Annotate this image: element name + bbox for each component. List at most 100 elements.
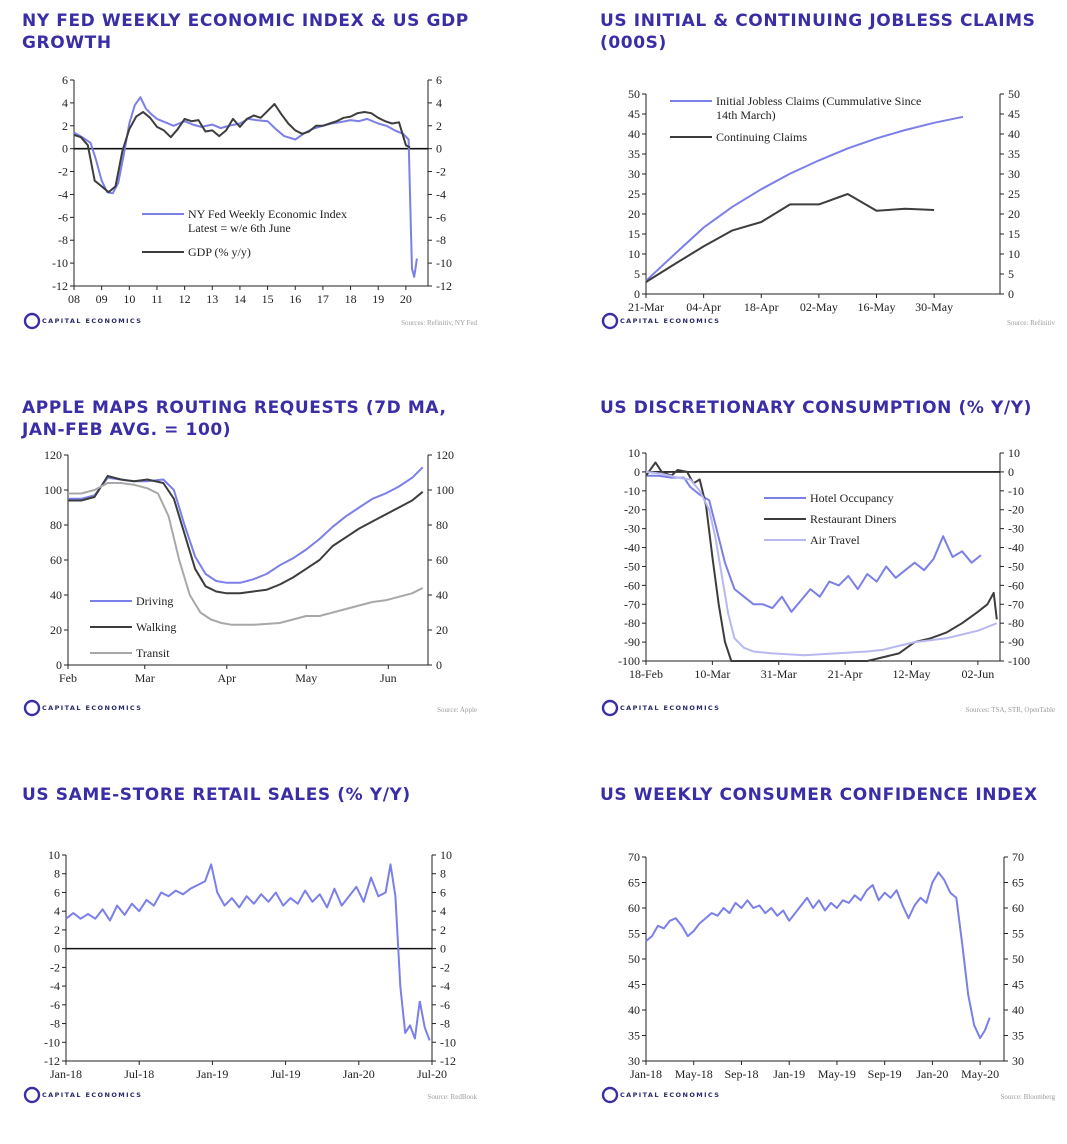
- x-tick-label: 10-Mar: [694, 667, 730, 681]
- y-tick-label: -30: [624, 522, 640, 536]
- y-tick-label-right: -10: [1008, 484, 1024, 498]
- chart-panel-jobless-claims: US INITIAL & CONTINUING JOBLESS CLAIMS (…: [600, 10, 1067, 370]
- chart-svg: 10 10 0 0 -10 -10 -20 -20 -30 -30 -40 -40 -50 -50 -60 -…: [601, 446, 1055, 717]
- source-note: Source: RedBook: [427, 1093, 477, 1101]
- y-tick-label-right: -4: [436, 187, 446, 201]
- x-tick-label: Jan-18: [50, 1067, 82, 1081]
- y-tick-label-right: 2: [440, 923, 446, 937]
- y-tick-label-right: 0: [440, 942, 446, 956]
- y-tick-label: 10: [628, 446, 640, 460]
- x-tick-label: 31-Mar: [761, 667, 797, 681]
- y-tick-label: -12: [44, 1054, 60, 1068]
- y-tick-label: 40: [628, 1003, 640, 1017]
- legend-sublabel-0: Latest = w/e 6th June: [188, 221, 291, 235]
- x-tick-label: 11: [151, 292, 163, 306]
- y-tick-label: -20: [624, 503, 640, 517]
- y-tick-label-right: 45: [1012, 978, 1024, 992]
- y-tick-label: -8: [50, 1017, 60, 1031]
- y-tick-label: 25: [628, 187, 640, 201]
- y-tick-label-right: 55: [1012, 927, 1024, 941]
- x-tick-label: Jul-19: [271, 1067, 301, 1081]
- y-tick-label-right: 4: [436, 96, 442, 110]
- x-tick-label: 09: [96, 292, 108, 306]
- y-tick-label: 4: [62, 96, 68, 110]
- y-tick-label-right: 50: [1012, 952, 1024, 966]
- legend-label-2: Transit: [136, 646, 170, 660]
- y-tick-label-right: 45: [1008, 107, 1020, 121]
- y-tick-label: 15: [628, 227, 640, 241]
- y-tick-label: 45: [628, 978, 640, 992]
- y-tick-label-right: 30: [1012, 1054, 1024, 1068]
- y-tick-label: 55: [628, 927, 640, 941]
- series-line-2: [68, 482, 424, 626]
- y-tick-label-right: -70: [1008, 597, 1024, 611]
- y-tick-label-right: -50: [1008, 559, 1024, 573]
- y-tick-label: -4: [50, 979, 60, 993]
- legend-label-0: Driving: [136, 594, 173, 608]
- y-tick-label: -10: [624, 484, 640, 498]
- y-tick-label: -6: [58, 210, 68, 224]
- x-tick-label: 18: [345, 292, 357, 306]
- y-tick-label: 20: [50, 623, 62, 637]
- y-tick-label-right: 60: [1012, 901, 1024, 915]
- y-tick-label: 6: [54, 885, 60, 899]
- y-tick-label: 0: [62, 142, 68, 156]
- logo-icon: [23, 312, 41, 330]
- y-tick-label: 4: [54, 904, 60, 918]
- y-tick-label: 10: [628, 247, 640, 261]
- y-tick-label: -6: [50, 998, 60, 1012]
- series-line-1: [418, 1000, 431, 1041]
- chart-title: US DISCRETIONARY CONSUMPTION (% Y/Y): [600, 398, 1032, 418]
- series-line-0: [65, 863, 421, 1040]
- y-tick-label-right: -100: [1008, 654, 1030, 668]
- x-tick-label: 12: [179, 292, 191, 306]
- x-tick-label: May-19: [818, 1067, 856, 1081]
- y-tick-label-right: -2: [436, 165, 446, 179]
- y-tick-label: 2: [62, 119, 68, 133]
- x-tick-label: 16-May: [858, 300, 896, 314]
- y-tick-label: 6: [62, 73, 68, 87]
- series-line-0: [646, 474, 982, 613]
- x-tick-label: Feb: [59, 671, 77, 685]
- x-tick-label: Jan-20: [916, 1067, 948, 1081]
- y-tick-label: 0: [634, 465, 640, 479]
- y-tick-label-right: 5: [1008, 267, 1014, 281]
- y-tick-label-right: 8: [440, 867, 446, 881]
- y-tick-label: 35: [628, 147, 640, 161]
- chart-panel-consumer-confidence: US WEEKLY CONSUMER CONFIDENCE INDEX 70 70…: [600, 784, 1067, 1144]
- x-tick-label: May-18: [675, 1067, 713, 1081]
- y-tick-label: 100: [44, 483, 62, 497]
- y-tick-label-right: -12: [440, 1054, 456, 1068]
- y-tick-label-right: 2: [436, 119, 442, 133]
- y-tick-label: -40: [624, 541, 640, 555]
- y-tick-label: 50: [628, 952, 640, 966]
- source-note: Source: Refinitiv: [1007, 319, 1056, 327]
- x-tick-label: 10: [123, 292, 135, 306]
- y-tick-label-right: -2: [440, 960, 450, 974]
- y-tick-label: 0: [634, 287, 640, 301]
- series-line-2: [645, 470, 998, 657]
- logo-icon: [601, 1086, 619, 1104]
- y-tick-label: -2: [50, 960, 60, 974]
- y-tick-label-right: 50: [1008, 87, 1020, 101]
- legend-label-0: Hotel Occupancy: [810, 491, 894, 505]
- legend-label-2: Air Travel: [810, 533, 860, 547]
- x-tick-label: 21-Apr: [828, 667, 863, 681]
- y-tick-label-right: 15: [1008, 227, 1020, 241]
- legend-sublabel-0: 14th March): [716, 108, 776, 122]
- y-tick-label: 80: [50, 518, 62, 532]
- y-tick-label-right: -6: [436, 210, 446, 224]
- y-tick-label-right: 70: [1012, 850, 1024, 864]
- x-tick-label: 30-May: [915, 300, 953, 314]
- x-tick-label: Jun: [380, 671, 397, 685]
- y-tick-label-right: 35: [1012, 1029, 1024, 1043]
- x-tick-label: 08: [68, 292, 80, 306]
- x-tick-label: Sep-19: [868, 1067, 902, 1081]
- x-tick-label: 18-Feb: [629, 667, 663, 681]
- y-tick-label-right: 4: [440, 904, 446, 918]
- logo-icon-inner: [609, 705, 615, 711]
- y-tick-label: -4: [58, 187, 68, 201]
- logo-icon-inner: [609, 318, 615, 324]
